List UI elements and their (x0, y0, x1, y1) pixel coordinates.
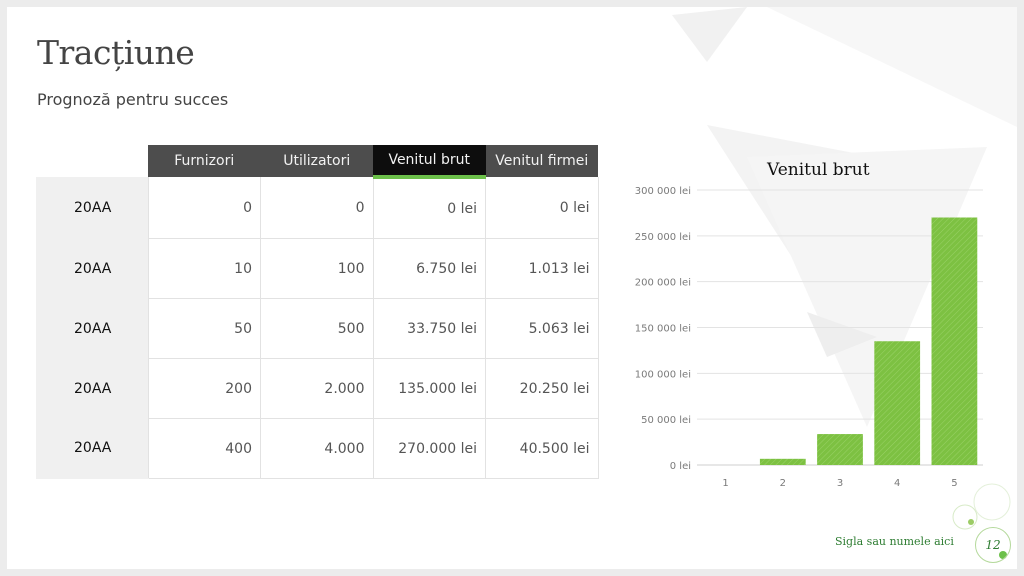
row-year: 20AA (36, 177, 149, 239)
table-cell: 270.000 lei (373, 418, 486, 479)
revenue-bar-chart: 0 lei 50 000 lei 100 000 lei 150 000 lei 200… (635, 186, 983, 489)
table-row: 20AA 50 500 33.750 lei 5.063 lei (36, 298, 599, 359)
bar (759, 458, 806, 465)
bar (931, 217, 978, 465)
background-shapes (672, 7, 1017, 559)
y-tick-label: 250 000 lei (635, 232, 691, 243)
row-year: 20AA (36, 298, 149, 359)
table-cell: 200 (148, 358, 261, 419)
page-subtitle: Prognoză pentru succes (37, 90, 229, 109)
y-tick-label: 200 000 lei (635, 278, 691, 289)
column-header: Utilizatori (260, 145, 373, 177)
table-cell: 0 lei (485, 177, 599, 239)
bar (874, 341, 921, 465)
decor-dot-1 (968, 519, 974, 525)
table-cell: 2.000 (260, 358, 374, 419)
row-year: 20AA (36, 418, 149, 479)
table-cell: 40.500 lei (485, 418, 599, 479)
table-cell: 10 (148, 238, 261, 299)
table-cell: 0 (148, 177, 261, 239)
x-tick-label: 4 (894, 478, 900, 489)
table-cell: 6.750 lei (373, 238, 486, 299)
x-tick-label: 5 (951, 478, 957, 489)
y-tick-label: 150 000 lei (635, 324, 691, 335)
table-cell: 135.000 lei (373, 358, 486, 419)
table-row: 20AA 400 4.000 270.000 lei 40.500 lei (36, 418, 599, 479)
x-tick-label: 2 (780, 478, 786, 489)
column-header: Furnizori (148, 145, 261, 177)
table-cell: 400 (148, 418, 261, 479)
slide: Tracțiune Prognoză pentru succes Furnizo… (7, 7, 1017, 569)
table-cell: 0 lei (373, 177, 486, 239)
x-tick-label: 3 (837, 478, 843, 489)
table-row: 20AA 10 100 6.750 lei 1.013 lei (36, 238, 599, 299)
row-year: 20AA (36, 238, 149, 299)
table-cell: 4.000 (260, 418, 374, 479)
page-title: Tracțiune (37, 33, 195, 72)
table-cell: 0 (260, 177, 374, 239)
decor-circle-1 (952, 504, 978, 530)
table-cell: 50 (148, 298, 261, 359)
chart-title: Venitul brut (767, 160, 870, 180)
y-tick-label: 50 000 lei (641, 415, 691, 426)
page-number: 12 (975, 527, 1011, 563)
table-cell: 500 (260, 298, 374, 359)
table-corner-cell (36, 145, 148, 177)
row-year: 20AA (36, 358, 149, 419)
footer-logo-text: Sigla sau numele aici (835, 535, 954, 548)
y-tick-label: 0 lei (670, 461, 691, 472)
table-cell: 5.063 lei (485, 298, 599, 359)
bar (817, 434, 863, 465)
table-cell: 33.750 lei (373, 298, 486, 359)
bg-triangle-1 (672, 7, 747, 62)
table-cell: 20.250 lei (485, 358, 599, 419)
bg-triangle-3 (747, 147, 987, 427)
y-tick-label: 300 000 lei (635, 186, 691, 197)
decor-circle-2 (973, 483, 1011, 521)
table-row: 20AA 200 2.000 135.000 lei 20.250 lei (36, 358, 599, 419)
table-cell: 1.013 lei (485, 238, 599, 299)
column-header-active: Venitul brut (373, 145, 486, 179)
table-cell: 100 (260, 238, 374, 299)
bg-triangle-4 (807, 312, 877, 357)
bg-triangle-5 (767, 7, 1017, 127)
table-header-row: Furnizori Utilizatori Venitul brut Venit… (36, 145, 598, 179)
y-tick-label: 100 000 lei (635, 369, 691, 380)
traction-table: Furnizori Utilizatori Venitul brut Venit… (36, 145, 599, 479)
table-row: 20AA 0 0 0 lei 0 lei (36, 177, 599, 239)
x-tick-label: 1 (722, 478, 728, 489)
column-header: Venitul firmei (485, 145, 598, 177)
